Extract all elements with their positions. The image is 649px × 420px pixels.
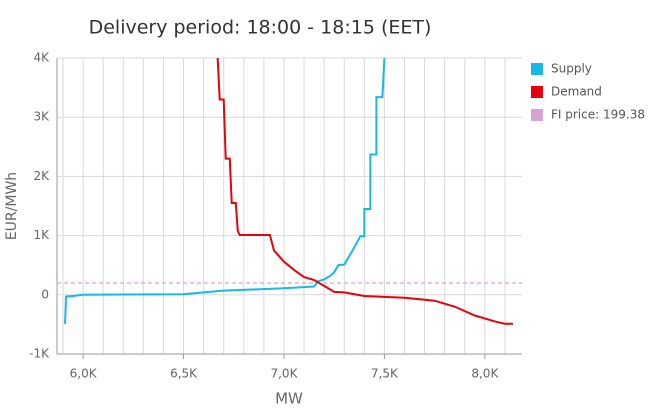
x-axis-label: MW — [275, 390, 303, 408]
y-axis-label: EUR/MWh — [4, 172, 20, 240]
x-tick-label: 8,0K — [471, 367, 499, 381]
x-tick-label: 6,0K — [70, 367, 98, 381]
y-tick-label: 4K — [33, 51, 50, 65]
y-tick-label: 1K — [33, 228, 50, 242]
legend-swatch — [531, 109, 543, 121]
y-tick-label: 0 — [41, 287, 49, 301]
series-line — [64, 57, 386, 324]
legend-label: Supply — [551, 62, 592, 76]
legend-label: Demand — [551, 85, 602, 99]
x-tick-label: 7,0K — [270, 367, 298, 381]
series-line — [216, 57, 513, 325]
y-tick-label: -1K — [29, 347, 50, 361]
legend-label: FI price: 199.38 — [551, 108, 645, 122]
y-tick-label: 2K — [33, 169, 50, 183]
legend-swatch — [531, 86, 543, 98]
x-tick-label: 7,5K — [371, 367, 399, 381]
y-tick-label: 3K — [33, 110, 50, 124]
legend-swatch — [531, 63, 543, 75]
chart-title: Delivery period: 18:00 - 18:15 (EET) — [89, 17, 432, 39]
x-tick-label: 6,5K — [170, 367, 198, 381]
